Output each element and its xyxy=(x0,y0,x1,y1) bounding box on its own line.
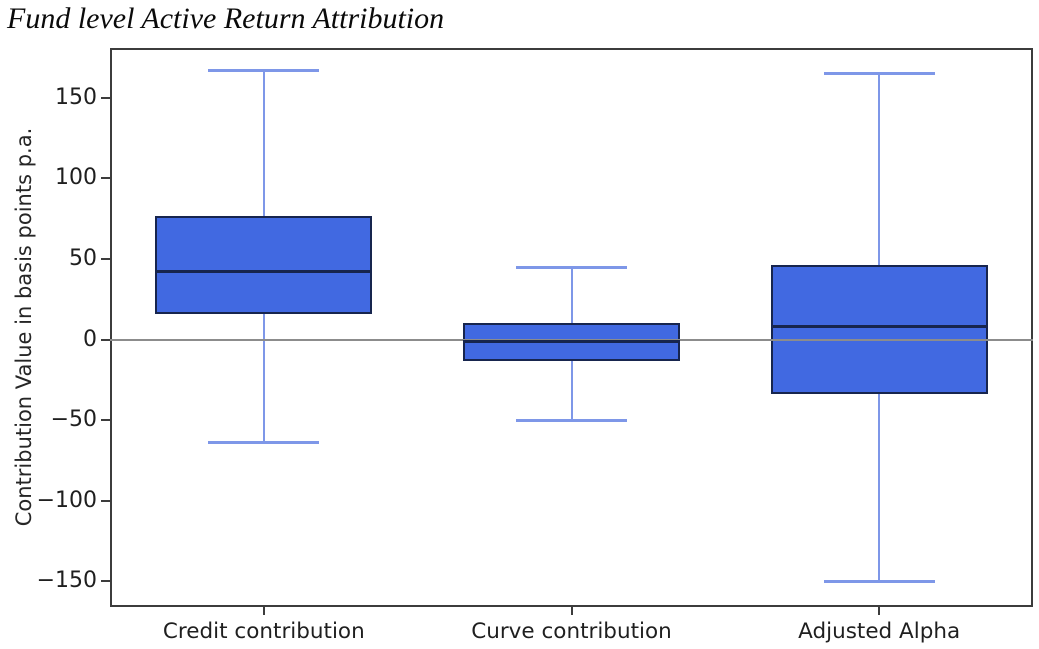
whisker-upper-line xyxy=(262,70,265,216)
y-tick-label: 150 xyxy=(55,84,97,110)
y-tick-label: 50 xyxy=(69,246,97,272)
whisker-cap-top xyxy=(516,265,627,269)
median-line xyxy=(155,270,373,274)
whisker-cap-top xyxy=(208,69,320,73)
median-line xyxy=(770,325,988,329)
y-tick-label: −100 xyxy=(36,487,97,513)
y-tick-mark xyxy=(101,338,110,341)
whisker-lower-line xyxy=(262,313,265,443)
chart-title: Fund level Active Return Attribution xyxy=(7,2,445,35)
whisker-cap-bottom xyxy=(516,418,627,422)
y-tick-label: 0 xyxy=(83,326,97,352)
whisker-cap-bottom xyxy=(823,579,935,583)
box xyxy=(770,265,988,395)
zero-line xyxy=(110,338,1033,341)
y-tick-mark xyxy=(101,419,110,422)
y-tick-mark xyxy=(101,499,110,502)
box xyxy=(155,215,373,314)
y-tick-mark xyxy=(101,258,110,261)
x-tick-label: Adjusted Alpha xyxy=(798,619,961,644)
x-tick-mark xyxy=(570,607,573,615)
y-tick-mark xyxy=(101,177,110,180)
whisker-lower-line xyxy=(878,394,881,582)
x-tick-label: Credit contribution xyxy=(162,619,365,644)
whisker-lower-line xyxy=(570,360,573,421)
x-tick-mark xyxy=(262,607,265,615)
x-tick-label: Curve contribution xyxy=(471,619,672,644)
x-tick-mark xyxy=(878,607,881,615)
y-tick-mark xyxy=(101,580,110,583)
y-tick-label: −50 xyxy=(50,407,97,433)
y-tick-label: −150 xyxy=(36,568,97,594)
median-line xyxy=(463,339,680,343)
whisker-cap-top xyxy=(823,72,935,76)
y-tick-label: 100 xyxy=(55,165,97,191)
whisker-upper-line xyxy=(878,73,881,266)
y-tick-mark xyxy=(101,96,110,99)
whisker-cap-bottom xyxy=(208,441,320,445)
whisker-upper-line xyxy=(570,267,573,324)
